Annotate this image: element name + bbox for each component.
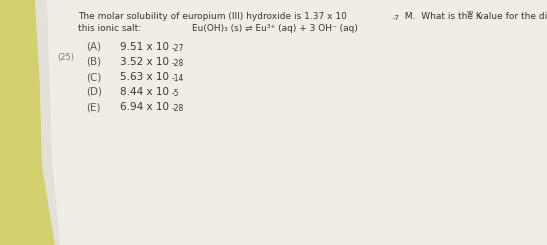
Text: 3.52 x 10: 3.52 x 10 bbox=[120, 57, 169, 67]
Polygon shape bbox=[35, 0, 547, 245]
Text: -14: -14 bbox=[172, 74, 184, 83]
Text: (B): (B) bbox=[86, 57, 101, 67]
Text: (25): (25) bbox=[57, 53, 74, 62]
Text: (D): (D) bbox=[86, 87, 102, 97]
Polygon shape bbox=[35, 0, 60, 245]
Text: 6.94 x 10: 6.94 x 10 bbox=[120, 102, 169, 112]
Text: -27: -27 bbox=[172, 44, 184, 53]
Text: value for the dissociation of: value for the dissociation of bbox=[475, 12, 547, 21]
Text: (E): (E) bbox=[86, 102, 101, 112]
Text: -28: -28 bbox=[172, 59, 184, 68]
Text: 8.44 x 10: 8.44 x 10 bbox=[120, 87, 169, 97]
Text: Eu(OH)₃ (s) ⇌ Eu³⁺ (aq) + 3 OH⁻ (aq): Eu(OH)₃ (s) ⇌ Eu³⁺ (aq) + 3 OH⁻ (aq) bbox=[192, 24, 358, 33]
Text: (A): (A) bbox=[86, 42, 101, 52]
Text: The molar solubility of europium (III) hydroxide is 1.37 x 10: The molar solubility of europium (III) h… bbox=[78, 12, 347, 21]
Text: (C): (C) bbox=[86, 72, 101, 82]
Text: this ionic salt:: this ionic salt: bbox=[78, 24, 141, 33]
Text: M.  What is the K: M. What is the K bbox=[402, 12, 482, 21]
Text: 5.63 x 10: 5.63 x 10 bbox=[120, 72, 169, 82]
Text: -28: -28 bbox=[172, 104, 184, 113]
Text: sp: sp bbox=[467, 10, 474, 15]
Text: 9.51 x 10: 9.51 x 10 bbox=[120, 42, 169, 52]
Text: -5: -5 bbox=[172, 89, 179, 98]
Text: -7: -7 bbox=[393, 15, 400, 21]
